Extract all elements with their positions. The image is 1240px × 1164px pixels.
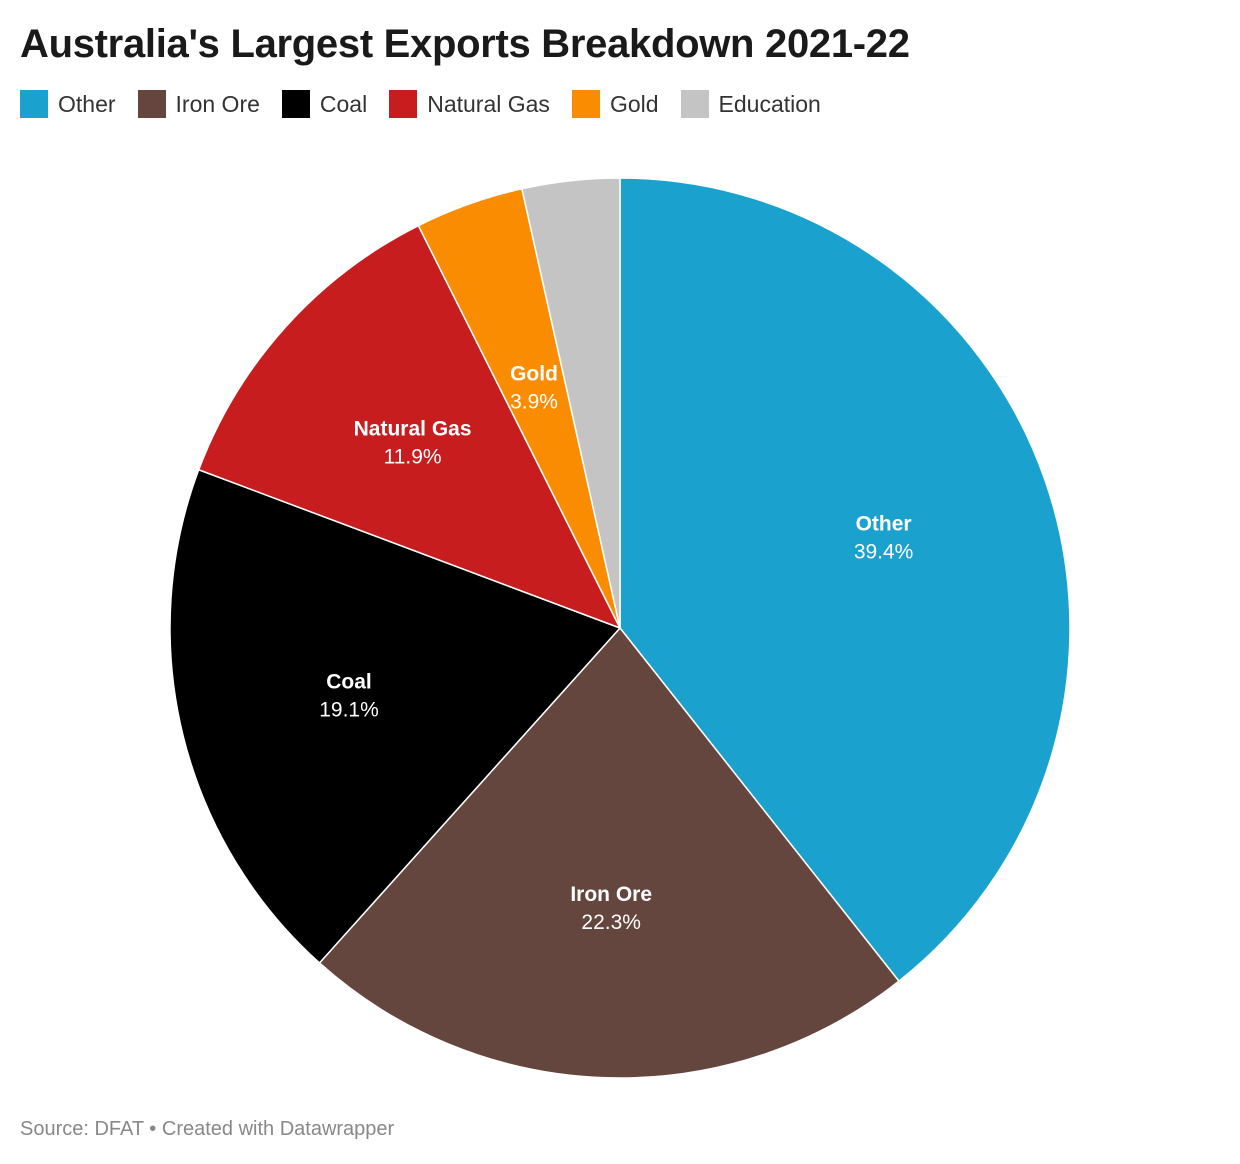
pie-slice-natural-gas: [197, 224, 622, 630]
pie-slice-other: [619, 177, 1071, 983]
legend-item-iron-ore: Iron Ore: [137, 90, 260, 118]
chart-footer: Source: DFAT • Created with Datawrapper: [20, 1118, 394, 1141]
pie-slice-iron-ore: [318, 626, 900, 1079]
legend-swatch: [571, 90, 600, 118]
legend-swatch: [680, 90, 709, 118]
legend-label: Natural Gas: [427, 90, 550, 117]
legend-label: Gold: [609, 90, 659, 117]
slice-label-name: Coal: [326, 670, 372, 693]
slice-label-name: Other: [856, 513, 912, 536]
chart-title: Australia's Largest Exports Breakdown 20…: [20, 22, 910, 66]
legend-label: Iron Ore: [175, 90, 260, 117]
slice-label-value: 11.9%: [384, 445, 442, 468]
legend-label: Coal: [319, 90, 368, 117]
legend-item-education: Education: [680, 90, 821, 118]
credit-label: Created with Datawrapper: [161, 1118, 395, 1140]
legend-swatch: [281, 90, 310, 118]
slice-label-name: Gold: [510, 362, 558, 385]
slice-label-value: 39.4%: [854, 541, 914, 564]
chart-legend: Other Iron Ore Coal Natural Gas Gold Educatio…: [20, 89, 843, 119]
slice-label-name: Natural Gas: [354, 417, 472, 440]
legend-swatch: [389, 90, 418, 118]
legend-item-coal: Coal: [281, 90, 368, 118]
slice-label-name: Iron Ore: [570, 883, 652, 906]
legend-label: Education: [718, 90, 821, 117]
pie-slice-coal: [169, 468, 622, 965]
pie-slice-education: [521, 177, 621, 629]
slice-label-value: 3.9%: [510, 390, 558, 413]
legend-swatch: [137, 90, 166, 118]
source-label: Source: DFAT: [20, 1118, 144, 1140]
footer-separator: •: [143, 1118, 162, 1140]
legend-label: Other: [58, 90, 116, 117]
legend-item-other: Other: [20, 90, 116, 118]
slice-label-value: 22.3%: [581, 911, 641, 934]
legend-item-natural-gas: Natural Gas: [389, 90, 550, 118]
slice-label-value: 19.1%: [319, 698, 379, 721]
legend-item-gold: Gold: [571, 90, 659, 118]
legend-swatch: [20, 90, 48, 118]
